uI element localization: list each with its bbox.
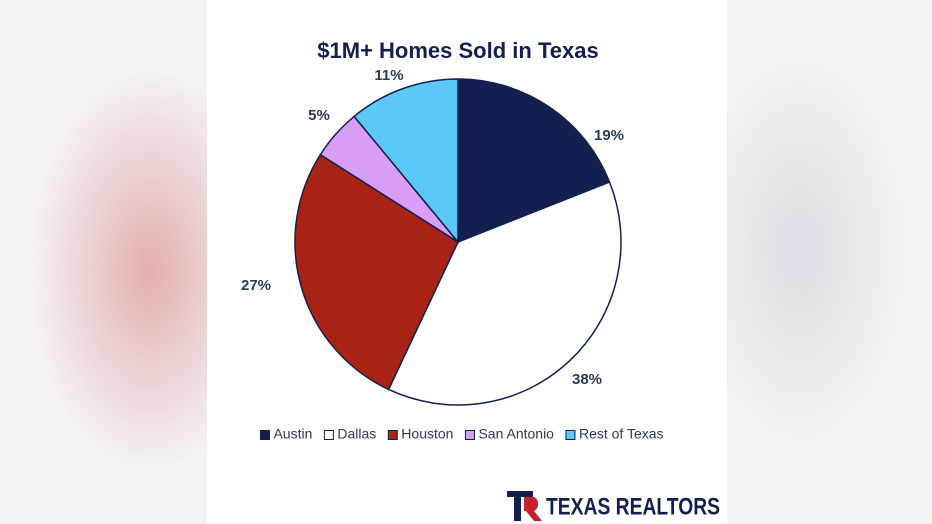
legend-label: Houston [401,426,453,442]
legend-label: San Antonio [478,426,554,442]
data-label: 38% [572,371,602,388]
data-label: 11% [374,67,403,84]
legend-swatch [323,430,334,440]
legend-label: Rest of Texas [579,426,664,442]
pie-slice [353,78,459,245]
data-label: 27% [241,277,271,294]
pie-slice [387,181,622,406]
logo-text: TEXAS REALTORS [546,493,720,520]
legend-swatch [259,430,270,440]
legend-swatch [387,430,398,440]
legend-label: Dallas [337,426,376,442]
legend-label: Austin [273,426,312,442]
data-label: 5% [308,107,330,124]
logo-icon [507,491,542,521]
data-label: 19% [594,127,624,144]
legend-swatch [464,430,475,440]
chart-title: $1M+ Homes Sold in Texas [317,38,598,63]
legend-swatch [565,430,576,440]
pie-slice [294,153,459,391]
pie-slice [457,78,611,244]
